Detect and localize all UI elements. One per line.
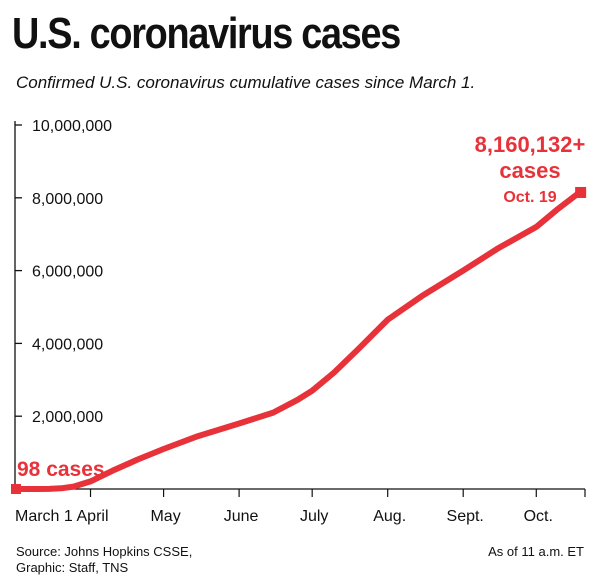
y-tick-label: 6,000,000 [32,264,103,281]
y-tick-label: 10,000,000 [32,118,112,135]
chart-subtitle: Confirmed U.S. coronavirus cumulative ca… [16,73,476,92]
as-of-note: As of 11 a.m. ET [488,544,584,559]
x-tick-label: May [150,508,180,525]
end-cases-value: 8,160,132+ [475,132,586,157]
y-ticks: 2,000,000 4,000,000 6,000,000 8,000,000 10,0… [15,118,112,426]
start-cases-label: 98 cases [17,458,105,481]
y-tick-label: 4,000,000 [32,336,103,353]
graphic-credit-line: Graphic: Staff, TNS [16,560,129,575]
x-tick-label: July [300,508,328,525]
axes [14,121,585,490]
source-credit: Source: Johns Hopkins CSSE, Graphic: Sta… [16,544,192,576]
end-cases-unit: cases [499,158,560,183]
x-tick-label: June [224,508,259,525]
x-ticks: March 1 April May June July Aug. Sept. Oct. [15,489,586,525]
end-point-marker [575,186,587,198]
x-tick-label: Oct. [524,508,553,525]
y-tick-label: 2,000,000 [32,409,103,426]
page-title: U.S. coronavirus cases [12,9,401,58]
x-tick-label: March 1 [15,508,73,525]
x-tick-label: Sept. [447,508,484,525]
line-chart: 2,000,000 4,000,000 6,000,000 8,000,000 10,0… [11,118,587,525]
x-tick-label: April [77,508,109,525]
source-line: Source: Johns Hopkins CSSE, [16,544,193,559]
start-point-marker [11,483,21,494]
y-tick-label: 8,000,000 [32,191,103,208]
x-tick-label: Aug. [373,508,406,525]
cases-series-line [12,189,584,492]
end-date-label: Oct. 19 [503,189,556,206]
